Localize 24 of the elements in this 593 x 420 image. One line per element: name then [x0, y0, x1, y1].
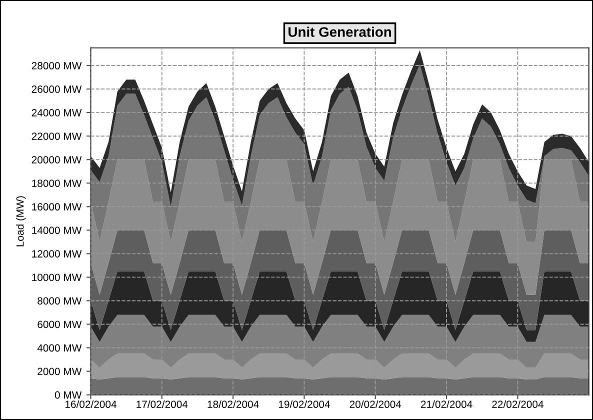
x-tick-label: 16/02/2004 — [65, 400, 116, 408]
y-axis-title: Load (MW) — [16, 196, 26, 246]
y-tick-label: 4000 MW — [37, 344, 82, 352]
x-tick-label: 22/02/2004 — [492, 400, 544, 408]
y-tick-label: 24000 MW — [32, 109, 82, 116]
x-tick-label: 20/02/2004 — [350, 400, 402, 408]
chart-title: Unit Generation — [288, 26, 392, 37]
y-tick-label: 18000 MW — [32, 180, 82, 187]
x-tick-label: 19/02/2004 — [278, 400, 330, 408]
y-tick-label: 12000 MW — [32, 250, 82, 258]
x-tick-label: 21/02/2004 — [420, 400, 472, 408]
y-tick-label: 2000 MW — [38, 368, 82, 376]
y-tick-label: 6000 MW — [38, 320, 82, 328]
x-tick-label: 18/02/2004 — [208, 400, 259, 408]
y-tick-label: 22000 MW — [32, 132, 82, 140]
y-tick-label: 14000 MW — [32, 226, 82, 234]
y-tick-label: 8000 MW — [38, 297, 82, 305]
y-tick-label: 20000 MW — [32, 156, 82, 164]
x-tick-label: 17/02/2004 — [136, 400, 188, 408]
y-tick-label: 26000 MW — [32, 86, 82, 93]
y-tick-label: 10000 MW — [32, 274, 82, 282]
y-tick-label: 28000 MW — [32, 62, 82, 70]
y-tick-label: 16000 MW — [32, 203, 82, 211]
y-tick-label: 0 MW — [54, 391, 82, 399]
